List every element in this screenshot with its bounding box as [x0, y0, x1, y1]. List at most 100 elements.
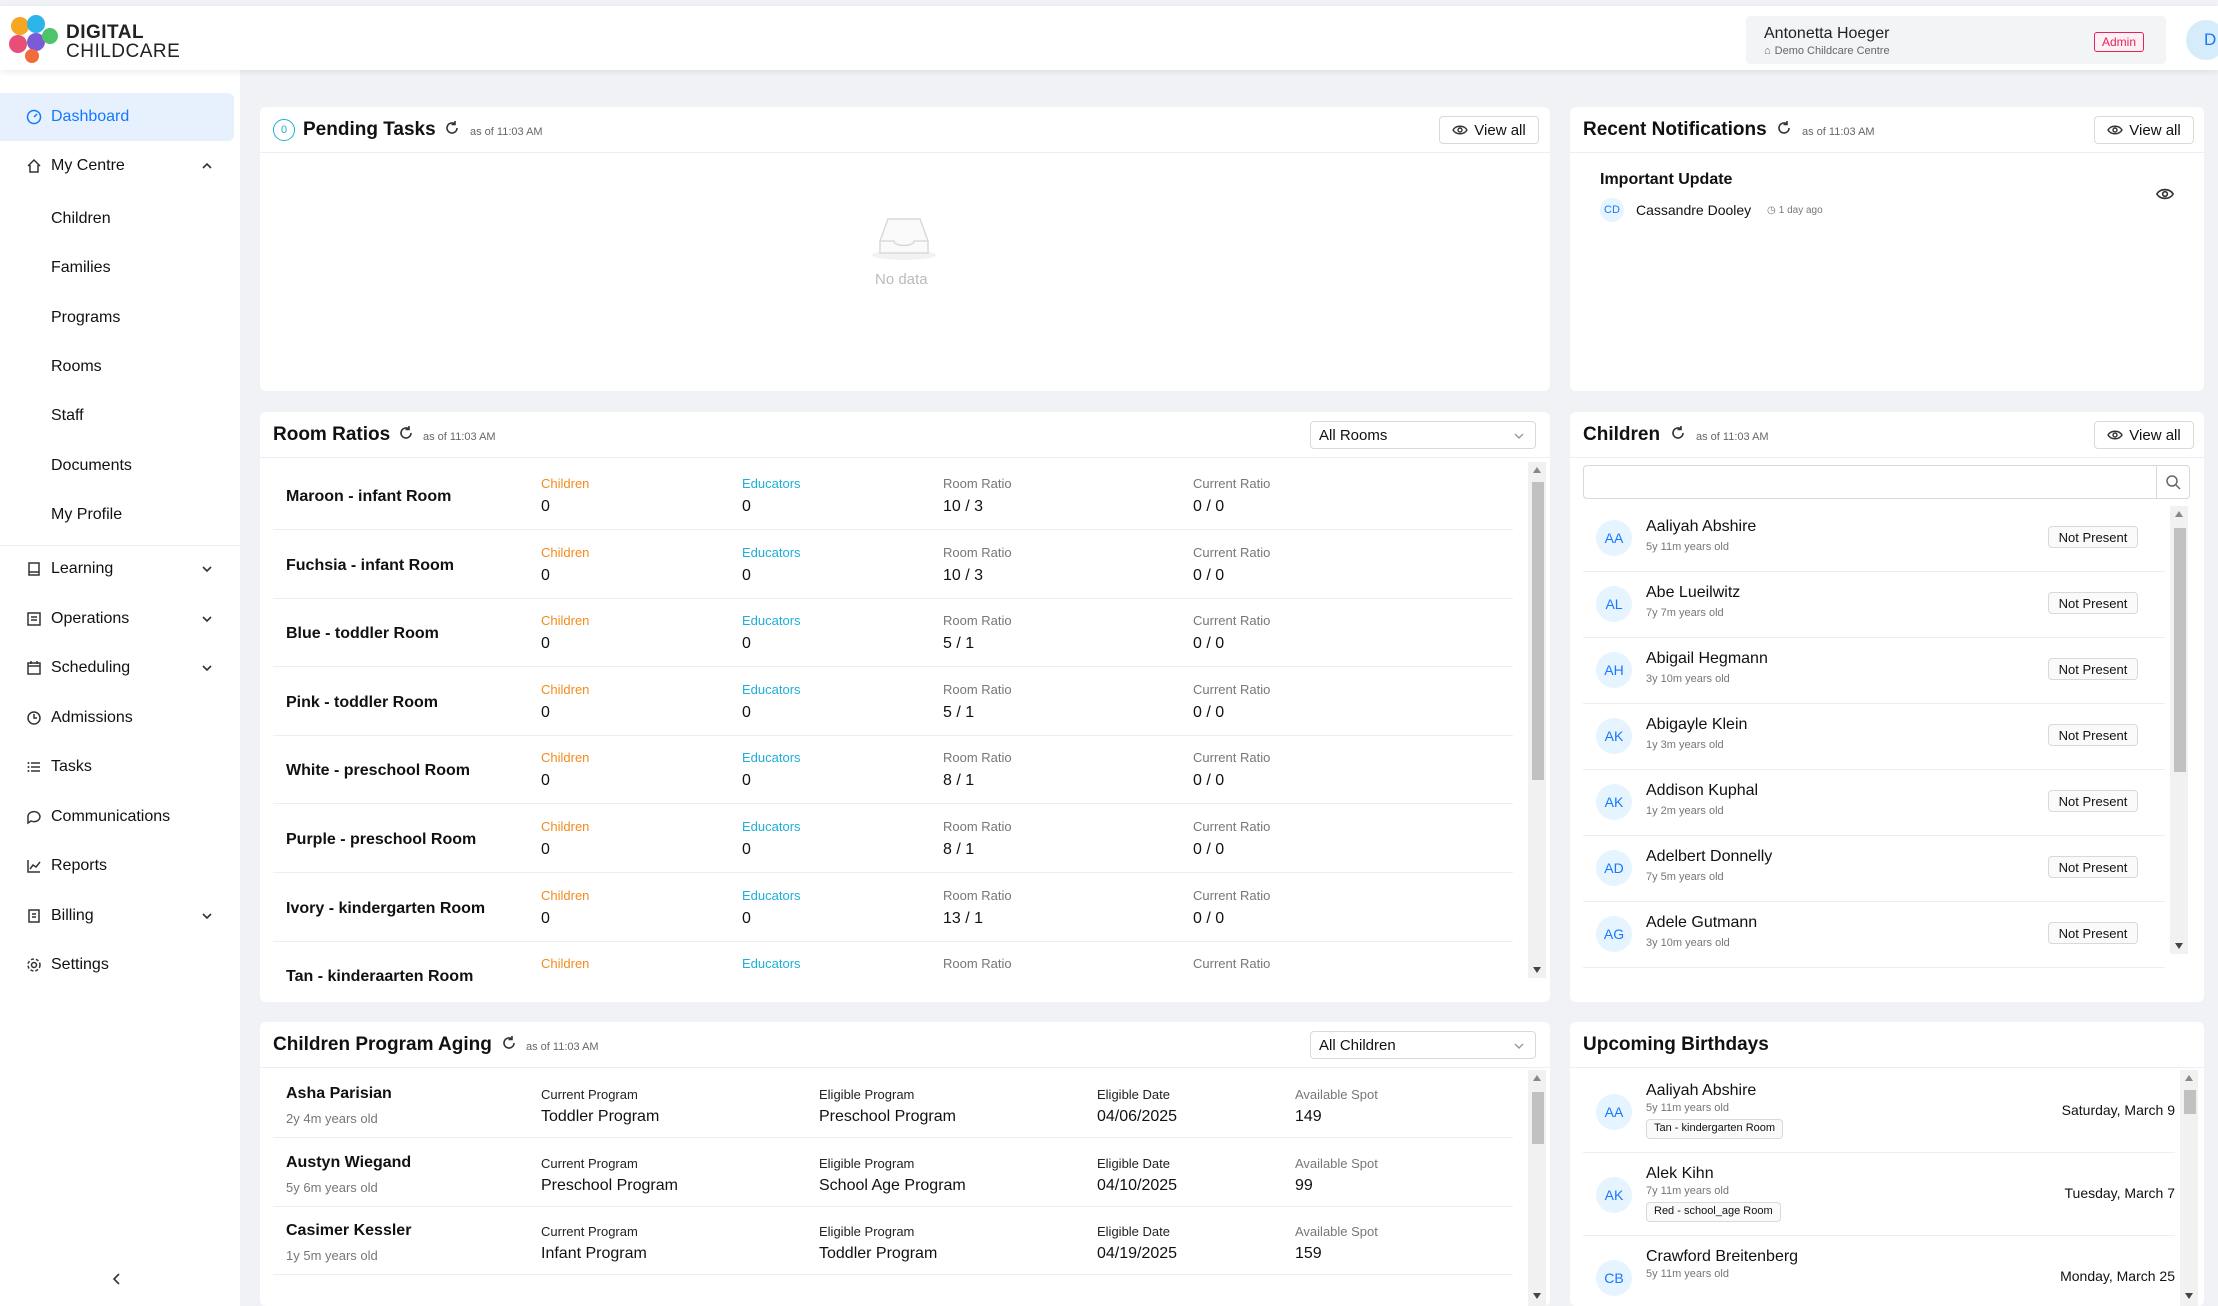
- room-row[interactable]: Purple - preschool Room Children 0 Educator…: [273, 805, 1525, 873]
- birthday-row[interactable]: AK Alek Kihn 7y 11m years old Red - school_…: [1583, 1153, 2175, 1236]
- sidebar-item-reports[interactable]: Reports: [0, 842, 240, 890]
- educators-label: Educators: [742, 819, 801, 834]
- refresh-icon[interactable]: [500, 1034, 518, 1052]
- eye-icon[interactable]: [2155, 187, 2175, 201]
- program-aging-scrollbar[interactable]: [1528, 1070, 1546, 1306]
- role-badge: Admin: [2094, 32, 2145, 52]
- scroll-up-icon[interactable]: [1532, 1074, 1542, 1082]
- children-label: Children: [541, 887, 590, 903]
- current-ratio-label: Current Ratio: [1193, 819, 1271, 834]
- scroll-thumb[interactable]: [1532, 1092, 1544, 1144]
- current-program-label: Current Program: [541, 1224, 638, 1239]
- aging-row[interactable]: Austyn Wiegand 5y 6m years old Current Pro…: [273, 1139, 1523, 1207]
- scroll-up-icon[interactable]: [1532, 466, 1542, 474]
- scroll-down-icon[interactable]: [2184, 1292, 2194, 1300]
- child-row[interactable]: AL Abe Lueilwitz 7y 7m years old Not Presen…: [1583, 572, 2165, 638]
- room-row[interactable]: Ivory - kindergarten Room Children 0 Educat…: [273, 874, 1525, 942]
- child-row[interactable]: AH Abigail Hegmann 3y 10m years old Not Pre…: [1583, 638, 2165, 704]
- room-ratios-scrollbar[interactable]: [1528, 462, 1546, 978]
- room-row[interactable]: Fuchsia - infant Room Children 0 Educators 0…: [273, 531, 1525, 599]
- pending-asof: as of 11:03 AM: [470, 126, 543, 138]
- child-row[interactable]: AA Aaliyah Abshire 5y 11m years old Not Pre…: [1583, 506, 2165, 572]
- room-ratio-value: 10 / 3: [943, 566, 984, 584]
- sidebar-item-settings[interactable]: Settings: [0, 941, 240, 989]
- child-row[interactable]: AG Adele Gutmann 3y 10m years old Not Prese…: [1583, 902, 2165, 968]
- room-filter-select[interactable]: All Rooms: [1310, 421, 1536, 449]
- aging-row[interactable]: Casimer Kessler 1y 5m years old Current Pr…: [273, 1207, 1523, 1275]
- sidebar-item-scheduling[interactable]: Scheduling: [0, 644, 240, 692]
- children-view-all-button[interactable]: View all: [2094, 421, 2194, 449]
- room-row[interactable]: White - preschool Room Children 0 Educators…: [273, 736, 1525, 805]
- row-divider: [1583, 571, 2165, 572]
- row-divider: [273, 940, 1513, 942]
- pending-view-all-button[interactable]: View all: [1439, 116, 1539, 144]
- room-name: Maroon - infant Room: [286, 488, 452, 505]
- sidebar-item-my-centre[interactable]: My Centre: [0, 142, 240, 190]
- sidebar-subitem-programs[interactable]: Programs: [51, 309, 121, 326]
- sidebar-subitem-families[interactable]: Families: [51, 259, 111, 276]
- sidebar-subitem-staff[interactable]: Staff: [51, 407, 84, 424]
- refresh-icon[interactable]: [1669, 424, 1687, 442]
- notification-item[interactable]: Important Update CD Cassandre Dooley ◷ 1 …: [1600, 169, 2190, 229]
- book-icon: [24, 559, 44, 579]
- children-count: 0: [541, 566, 550, 584]
- room-row[interactable]: Maroon - infant Room Children 0 Educators 0 R…: [273, 462, 1525, 530]
- refresh-icon[interactable]: [443, 119, 461, 137]
- program-aging-asof: as of 11:03 AM: [526, 1041, 599, 1053]
- sidebar-subitem-my-profile[interactable]: My Profile: [51, 506, 123, 523]
- aging-row[interactable]: Asha Parisian 2y 4m years old Current Prog…: [273, 1070, 1523, 1138]
- eligible-program-label: Eligible Program: [819, 1087, 915, 1102]
- sidebar-item-admissions[interactable]: Admissions: [0, 694, 240, 742]
- birthday-row[interactable]: AA Aaliyah Abshire 5y 11m years old Tan - k…: [1583, 1070, 2175, 1153]
- empty-state-text: No data: [875, 271, 928, 288]
- notifications-view-all-button[interactable]: View all: [2094, 116, 2194, 144]
- birthdays-title: Upcoming Birthdays: [1583, 1034, 1769, 1055]
- scroll-up-icon[interactable]: [2184, 1074, 2194, 1082]
- sidebar-subitem-children[interactable]: Children: [51, 210, 111, 227]
- birthdays-scrollbar[interactable]: [2180, 1070, 2198, 1306]
- scroll-down-icon[interactable]: [2174, 942, 2184, 950]
- children-label: Children: [541, 476, 590, 491]
- children-filter-select[interactable]: All Children: [1310, 1031, 1536, 1059]
- room-row[interactable]: Tan - kinderaarten Room Children Educators…: [273, 942, 1525, 1002]
- sidebar-item-tasks[interactable]: Tasks: [0, 743, 240, 791]
- sidebar-item-dashboard[interactable]: Dashboard: [0, 93, 234, 141]
- child-avatar: AH: [1596, 652, 1632, 688]
- scroll-thumb[interactable]: [1532, 482, 1544, 780]
- sidebar-subitem-documents[interactable]: Documents: [51, 457, 132, 474]
- sidebar-subitem-rooms[interactable]: Rooms: [51, 358, 102, 375]
- pending-tasks-card: 0 Pending Tasks as of 11:03 AM View all …: [260, 107, 1550, 391]
- avatar[interactable]: D: [2186, 20, 2218, 60]
- refresh-icon[interactable]: [1775, 119, 1793, 137]
- child-row[interactable]: AK Abigayle Klein 1y 3m years old Not Prese…: [1583, 704, 2165, 770]
- birthday-row[interactable]: CB Crawford Breitenberg 5y 11m years old Mo…: [1583, 1236, 2175, 1306]
- sidebar-item-communications[interactable]: Communications: [0, 793, 240, 841]
- current-ratio-value: 0 / 0: [1193, 772, 1225, 790]
- children-scrollbar[interactable]: [2170, 506, 2188, 954]
- pending-tasks-title: Pending Tasks: [303, 119, 436, 140]
- sidebar-item-operations[interactable]: Operations: [0, 595, 240, 643]
- available-spot-label: Available Spot: [1295, 1087, 1378, 1102]
- child-row[interactable]: AD Adelbert Donnelly 7y 5m years old Not Pr…: [1583, 836, 2165, 902]
- room-row[interactable]: Blue - toddler Room Children 0 Educators 0 Ro…: [273, 599, 1525, 668]
- children-search-input[interactable]: [1583, 465, 2157, 499]
- child-row[interactable]: AK Addison Kuphal 1y 2m years old Not Prese…: [1583, 770, 2165, 836]
- scroll-down-icon[interactable]: [1532, 1292, 1542, 1300]
- scroll-thumb[interactable]: [2184, 1090, 2196, 1114]
- scroll-up-icon[interactable]: [2174, 510, 2184, 518]
- collapse-sidebar-icon[interactable]: [110, 1272, 124, 1286]
- row-divider: [1583, 1235, 2175, 1236]
- room-row[interactable]: Pink - toddler Room Children 0 Educators 0 Ro…: [273, 668, 1525, 736]
- sidebar-item-learning[interactable]: Learning: [0, 545, 240, 593]
- refresh-icon[interactable]: [397, 424, 415, 442]
- sidebar-item-billing[interactable]: Billing: [0, 892, 240, 940]
- brand-logo[interactable]: DIGITAL CHILDCARE: [6, 12, 206, 66]
- sidebar-item-label: My Centre: [51, 157, 125, 174]
- children-search-button[interactable]: [2156, 465, 2190, 499]
- eligible-date-label: Eligible Date: [1097, 1224, 1170, 1239]
- recent-notifications-card: Recent Notifications as of 11:03 AM View…: [1570, 107, 2204, 391]
- user-panel[interactable]: Antonetta Hoeger ⌂ Demo Childcare Centre …: [1746, 16, 2166, 64]
- scroll-thumb[interactable]: [2174, 528, 2186, 772]
- educators-count: 0: [742, 841, 751, 858]
- scroll-down-icon[interactable]: [1532, 966, 1542, 974]
